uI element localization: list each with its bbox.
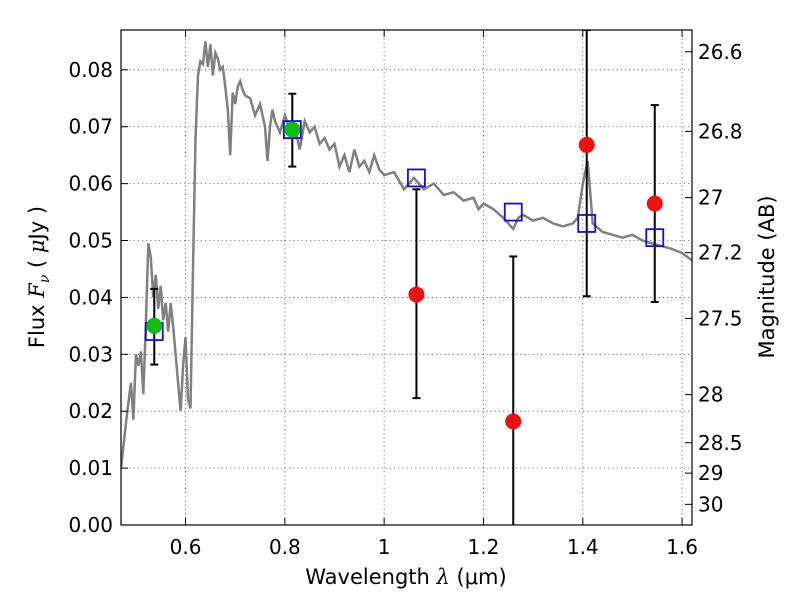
mag-tick-label: 30 bbox=[698, 492, 723, 516]
y-tick-label: 0.07 bbox=[68, 115, 113, 139]
y-tick-label: 0.06 bbox=[68, 172, 113, 196]
x-tick-label: 0.8 bbox=[269, 535, 301, 559]
observed-point bbox=[284, 121, 301, 138]
sed-model-line bbox=[121, 41, 692, 469]
model-photometry-square bbox=[577, 214, 597, 233]
mag-tick-label: 27.2 bbox=[698, 241, 743, 265]
y-tick-label: 0.08 bbox=[68, 58, 113, 82]
observed-point bbox=[408, 286, 425, 303]
mag-tick-label: 26.6 bbox=[698, 40, 743, 64]
y-axis-label: Flux Fν ( μJy ) bbox=[25, 206, 53, 348]
model-photometry-square bbox=[503, 202, 523, 222]
y-tick-label: 0.03 bbox=[68, 342, 113, 366]
x-tick-label: 0.6 bbox=[170, 535, 202, 559]
plot-area bbox=[121, 30, 692, 525]
x-axis-label: Wavelength λ (μm) bbox=[305, 565, 506, 589]
y2-axis-label: Magnitude (AB) bbox=[755, 195, 779, 358]
y-tick-label: 0.02 bbox=[68, 399, 113, 423]
mag-tick-label: 27.5 bbox=[698, 306, 743, 330]
mag-tick-label: 26.8 bbox=[698, 119, 743, 143]
model-photometry-points bbox=[144, 120, 665, 341]
model-photometry-square bbox=[645, 228, 665, 248]
plot-frame bbox=[120, 29, 693, 526]
y-tick-label: 0.01 bbox=[68, 456, 113, 480]
mag-tick-label: 28.5 bbox=[698, 431, 743, 455]
y-tick-label: 0.04 bbox=[68, 285, 113, 309]
x-tick-label: 1 bbox=[378, 535, 391, 559]
tick-labels: 0.6 0.8 1 1.2 1.4 1.6 0.00 0.01 0.02 0.03 0.04 0.05… bbox=[68, 40, 742, 559]
observed-point bbox=[146, 317, 163, 334]
x-tick-label: 1.4 bbox=[567, 535, 599, 559]
model-photometry-square bbox=[282, 120, 302, 139]
x-tick-label: 1.2 bbox=[468, 535, 500, 559]
observed-point bbox=[505, 413, 522, 430]
observed-photometry-points bbox=[146, 121, 663, 430]
x-tick-label: 1.6 bbox=[666, 535, 698, 559]
mag-tick-label: 29 bbox=[698, 461, 723, 485]
observed-point bbox=[646, 195, 663, 212]
y-tick-label: 0.05 bbox=[68, 229, 113, 253]
y-tick-label: 0.00 bbox=[68, 513, 113, 537]
ticks bbox=[121, 30, 692, 526]
grid bbox=[121, 30, 692, 525]
observed-point bbox=[578, 136, 595, 153]
mag-tick-label: 27 bbox=[698, 186, 723, 210]
mag-tick-label: 28 bbox=[698, 383, 723, 407]
model-photometry-square bbox=[407, 168, 426, 188]
